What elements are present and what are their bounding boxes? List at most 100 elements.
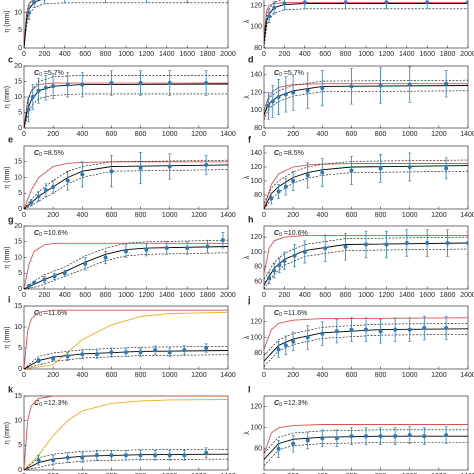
x-tick-label: 2000 xyxy=(220,51,236,58)
y-tick-label: 140 xyxy=(250,72,262,79)
x-tick-label: 1000 xyxy=(162,131,178,138)
data-point xyxy=(109,81,114,86)
annotation: C0 =11.6% xyxy=(274,310,307,318)
x-tick-label: 1400 xyxy=(220,212,236,219)
x-tick-label: 200 xyxy=(47,212,59,219)
data-point xyxy=(204,346,209,350)
data-point xyxy=(36,458,41,463)
data-point xyxy=(393,434,398,439)
x-tick-label: 1400 xyxy=(460,372,474,379)
annotation: C0 =8.5% xyxy=(34,150,64,158)
annotation-value: =12.3% xyxy=(282,400,308,407)
data-point xyxy=(444,166,449,171)
data-point xyxy=(302,249,307,254)
data-point xyxy=(220,238,225,243)
data-point xyxy=(124,350,128,355)
y-tick-label: 5 xyxy=(18,345,22,352)
annotation: C0 =8.5% xyxy=(274,150,304,158)
x-tick-label: 1000 xyxy=(402,372,418,379)
plot-area xyxy=(264,0,468,48)
x-tick-label: 400 xyxy=(59,292,71,299)
data-point xyxy=(277,263,282,268)
x-tick-label: 1200 xyxy=(431,212,447,219)
y-tick-label: 0 xyxy=(18,366,22,373)
x-tick-label: 1000 xyxy=(402,212,418,219)
curve xyxy=(24,311,228,369)
y-tick-label: 100 xyxy=(250,107,262,114)
annotation-symbol: C xyxy=(274,230,280,237)
bound-line xyxy=(264,0,283,38)
data-point xyxy=(32,0,37,5)
x-tick-label: 1400 xyxy=(220,131,236,138)
data-point xyxy=(124,249,128,254)
data-point xyxy=(27,10,32,15)
annotation-symbol: C xyxy=(34,230,40,237)
data-point xyxy=(302,0,307,5)
x-tick-label: 600 xyxy=(346,372,358,379)
data-point xyxy=(276,446,281,451)
y-tick-label: 120 xyxy=(250,164,262,171)
y-tick-label: 20 xyxy=(14,63,22,70)
data-point xyxy=(36,358,41,363)
data-point xyxy=(305,438,310,443)
data-point xyxy=(204,450,209,455)
y-tick-label: 80 xyxy=(254,45,262,52)
data-point xyxy=(109,169,114,174)
x-tick-label: 0 xyxy=(22,372,26,379)
x-tick-label: 800 xyxy=(375,212,387,219)
data-point xyxy=(276,95,281,99)
x-tick-label: 1000 xyxy=(402,473,418,474)
data-point xyxy=(185,246,190,251)
curve xyxy=(24,309,228,369)
plot-frame xyxy=(263,65,469,129)
data-point xyxy=(283,92,288,97)
y-tick-label: 120 xyxy=(250,2,262,9)
data-point xyxy=(205,244,210,249)
x-tick-label: 1400 xyxy=(399,51,415,58)
x-tick-label: 800 xyxy=(100,51,112,58)
panel: 0 200 400 600 800 1000 1200 140080100120140λfC0… xyxy=(244,134,474,218)
annotation: C0 =5.7% xyxy=(34,70,64,78)
data-point xyxy=(267,275,272,280)
data-point xyxy=(51,84,56,89)
x-tick-label: 1000 xyxy=(162,212,178,219)
x-tick-label: 600 xyxy=(79,51,91,58)
x-tick-label: 400 xyxy=(76,131,88,138)
panel-letter: h xyxy=(248,214,254,224)
x-tick-label: 1000 xyxy=(358,292,374,299)
annotation-sub: 0 xyxy=(39,312,42,318)
x-tick-label: 800 xyxy=(135,473,147,474)
data-point xyxy=(51,184,56,189)
data-point xyxy=(320,170,325,175)
data-point xyxy=(62,271,67,276)
y-tick-label: 5 xyxy=(18,190,22,197)
panel: 0 200 400 600 800 1000 1200 1400 1600 1800 2000 0 5 1… xyxy=(4,0,236,58)
data-point xyxy=(43,0,46,1)
panel-letter: g xyxy=(8,214,14,224)
bound-line xyxy=(264,159,468,204)
annotation-sub: 0 xyxy=(279,72,282,78)
data-point xyxy=(51,356,56,361)
data-point xyxy=(204,162,209,167)
annotation-value: =10.6% xyxy=(282,230,308,237)
data-point xyxy=(32,280,37,285)
data-point xyxy=(422,434,427,439)
x-tick-label: 600 xyxy=(346,212,358,219)
data-point xyxy=(65,82,70,87)
data-point xyxy=(153,348,158,353)
curve xyxy=(24,242,228,289)
plot-frame xyxy=(263,0,469,49)
plot-area xyxy=(24,396,228,470)
data-point xyxy=(138,81,143,86)
annotation-symbol: C xyxy=(34,400,40,407)
x-tick-label: 1800 xyxy=(440,51,456,58)
y-tick-label: 140 xyxy=(250,150,262,157)
data-point xyxy=(378,329,383,334)
panel-letter: j xyxy=(247,294,251,304)
bound-line xyxy=(24,239,228,289)
data-point xyxy=(283,343,288,348)
panel-letter: k xyxy=(8,384,14,394)
x-tick-label: 800 xyxy=(135,372,147,379)
data-point xyxy=(466,0,468,5)
